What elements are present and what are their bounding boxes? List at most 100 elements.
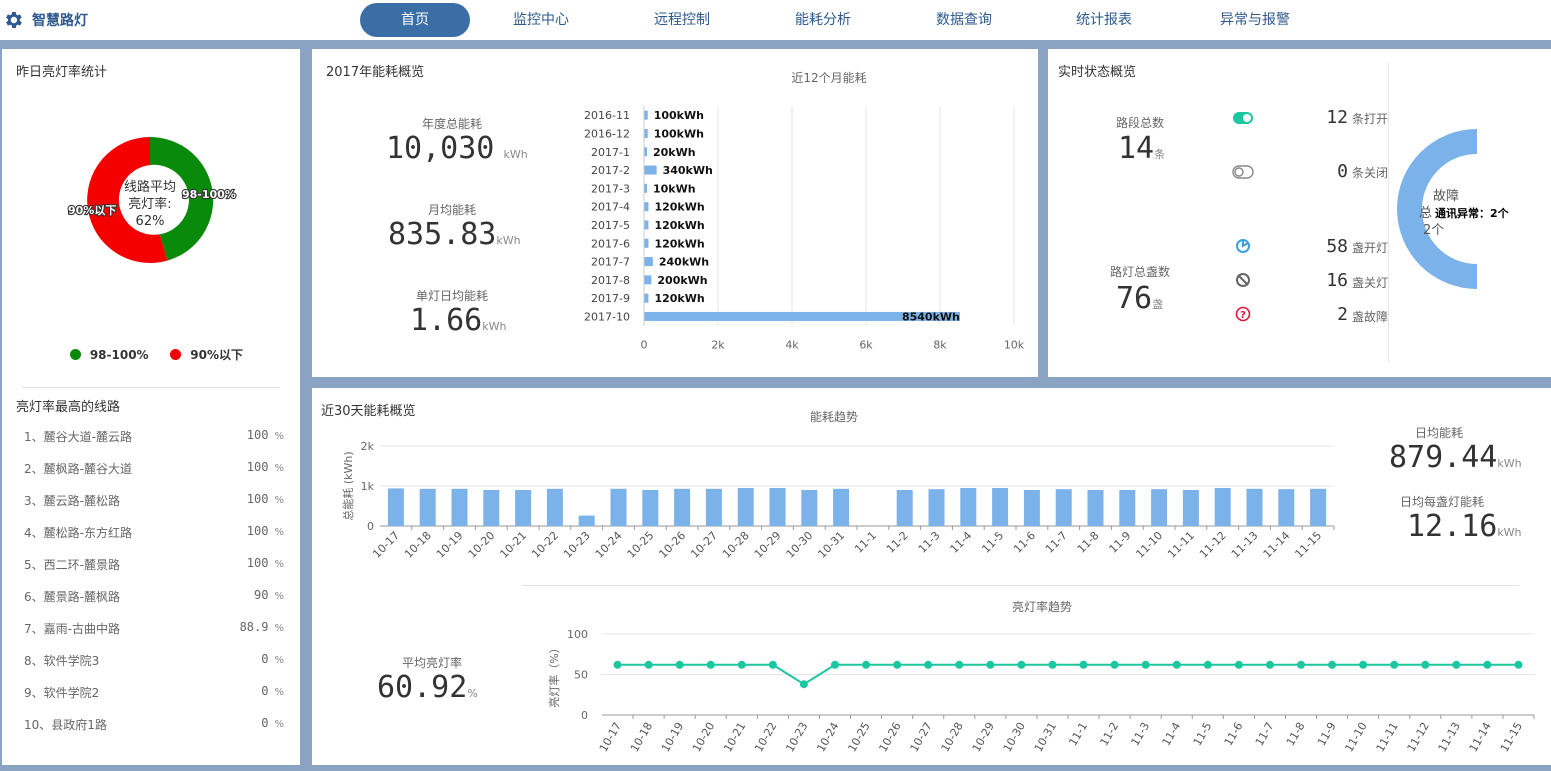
x-tick-label: 11-5: [1191, 720, 1215, 748]
x-tick-label: 10-18: [628, 720, 655, 754]
x-tick-label: 11-13: [1436, 720, 1463, 754]
top-bar: 智慧路灯 首页 监控中心 远程控制 能耗分析 数据查询 统计报表 异常与报警: [0, 0, 1551, 40]
top-line-rate: 100%: [247, 492, 284, 506]
x-tick-label: 11-3: [1129, 720, 1153, 748]
x-tick-label: 10-26: [656, 529, 688, 561]
donut-slice-below-90[interactable]: [87, 137, 168, 263]
top-line-row[interactable]: 9、软件学院2 0%: [24, 684, 284, 702]
x-tick-label: 11-7: [1043, 529, 1070, 556]
fault-total-prefix: 总: [1419, 206, 1432, 221]
x-tick-label: 10-19: [659, 720, 686, 754]
top-line-row[interactable]: 4、麓松路-东方红路 100%: [24, 524, 284, 542]
x-tick-label: 11-14: [1467, 720, 1494, 754]
svg-text:?: ?: [1240, 310, 1246, 321]
lamps-total-value-wrap: 76盏: [1116, 281, 1163, 316]
top-line-rate-unit: %: [274, 591, 284, 602]
bar: [644, 311, 960, 321]
perlamp-energy-value-wrap: 1.66kWh: [410, 303, 506, 338]
x-tick-label: 11-12: [1197, 529, 1229, 561]
x-tick-label: 10-19: [434, 529, 466, 561]
data-point: [862, 660, 871, 669]
top-lines-title: 亮灯率最高的线路: [16, 400, 121, 415]
last30-title: 近30天能耗概览: [321, 404, 416, 419]
x-tick-label: 10-17: [597, 720, 624, 754]
nav-monitor[interactable]: 监控中心: [513, 12, 569, 28]
bar: [928, 489, 945, 526]
top-line-row[interactable]: 7、嘉雨-古曲中路 88.9%: [24, 620, 284, 638]
bar: [801, 490, 818, 526]
left-panel: 昨日亮灯率统计 线路平均 亮灯率: 62% 98-100% 90%以下 98-1…: [2, 49, 300, 765]
bar: [644, 147, 647, 157]
perlamp-energy-value: 1.66: [410, 303, 483, 338]
x-tick-label: 11-8: [1284, 720, 1308, 748]
legend-label-98-100[interactable]: 98-100%: [89, 348, 149, 362]
lamp-fault-icon: ?: [1235, 306, 1251, 322]
app-logo[interactable]: 智慧路灯: [0, 8, 88, 32]
bar: [644, 202, 649, 212]
avg-rate-value-wrap: 60.92%: [377, 670, 478, 705]
nav-home[interactable]: 首页: [360, 3, 470, 37]
bar: [896, 490, 913, 526]
nav-reports[interactable]: 统计报表: [1076, 12, 1132, 28]
lamps-fault-label: 盏故障: [1352, 310, 1389, 324]
bar: [769, 488, 786, 526]
y-tick-label: 2017-9: [591, 292, 630, 305]
x-tick-label: 10-24: [814, 720, 841, 754]
top-line-row[interactable]: 8、软件学院3 0%: [24, 652, 284, 670]
data-point: [1203, 660, 1212, 669]
bar: [644, 257, 653, 267]
annual-energy-value: 10,030: [386, 131, 495, 166]
lamps-on-value: 58: [1326, 236, 1348, 257]
nav-data-query[interactable]: 数据查询: [936, 12, 992, 28]
data-label: 100kWh: [654, 109, 704, 122]
data-point: [675, 660, 684, 669]
chart-title: 能耗趋势: [810, 410, 858, 424]
data-point: [706, 660, 715, 669]
top-line-row[interactable]: 5、西二环-麓景路 100%: [24, 556, 284, 574]
lamps-off-value: 16: [1326, 270, 1348, 291]
bar: [644, 275, 652, 285]
yesterday-title: 昨日亮灯率统计: [16, 65, 108, 80]
data-label: 8540kWh: [902, 310, 960, 323]
chart-title: 近12个月能耗: [791, 71, 866, 85]
y-axis-title: 亮灯率（%）: [547, 642, 561, 707]
top-line-row[interactable]: 1、麓谷大道-麓云路 100%: [24, 428, 284, 446]
y-tick-label: 2017-3: [591, 182, 630, 195]
nav-remote-control[interactable]: 远程控制: [654, 12, 710, 28]
data-label: 100kWh: [654, 127, 704, 140]
top-line-row[interactable]: 10、县政府1路 0%: [24, 716, 284, 734]
fault-title: 故障: [1433, 189, 1459, 204]
x-tick-label: 10-28: [939, 720, 966, 754]
bar: [1246, 488, 1263, 526]
bar: [578, 515, 595, 526]
segments-open-value: 12: [1326, 107, 1348, 128]
last30-divider: [522, 585, 1519, 586]
realtime-panel: 实时状态概览 路段总数 14条 路灯总盏数 76盏 12 条打开 0 条关闭 5…: [1048, 49, 1551, 377]
top-line-row[interactable]: 2、麓枫路-麓谷大道 100%: [24, 460, 284, 478]
top-line-row[interactable]: 3、麓云路-麓松路 100%: [24, 492, 284, 510]
x-tick-label: 8k: [933, 339, 947, 352]
fault-gauge-arc[interactable]: [1397, 129, 1477, 289]
x-tick-label: 10-25: [625, 529, 657, 561]
energy-2017-title: 2017年能耗概览: [326, 65, 425, 80]
lamps-total-value: 76: [1116, 281, 1153, 316]
nav-alarms[interactable]: 异常与报警: [1220, 12, 1290, 28]
top-line-rate: 90%: [254, 588, 284, 602]
legend-label-below-90[interactable]: 90%以下: [190, 348, 243, 362]
donut-slice-98-100[interactable]: [150, 136, 214, 261]
top-line-rate-value: 0: [261, 684, 269, 698]
fault-gauge-chart: 故障 总 通讯异常：2个 2个: [1397, 129, 1510, 289]
x-tick-label: 11-15: [1498, 720, 1525, 754]
y-tick-label: 2017-7: [591, 256, 630, 269]
perlamp-energy-label: 单灯日均能耗: [415, 289, 488, 303]
data-point: [1079, 660, 1088, 669]
x-tick-label: 11-6: [1011, 529, 1038, 556]
nav-energy-analysis[interactable]: 能耗分析: [795, 12, 851, 28]
data-point: [737, 660, 746, 669]
top-line-name: 3、麓云路-麓松路: [24, 494, 120, 508]
top-line-row[interactable]: 6、麓景路-麓枫路 90%: [24, 588, 284, 606]
x-tick-label: 11-12: [1405, 720, 1432, 754]
y-tick-label: 2k: [361, 440, 375, 453]
data-label: 120kWh: [654, 237, 704, 250]
